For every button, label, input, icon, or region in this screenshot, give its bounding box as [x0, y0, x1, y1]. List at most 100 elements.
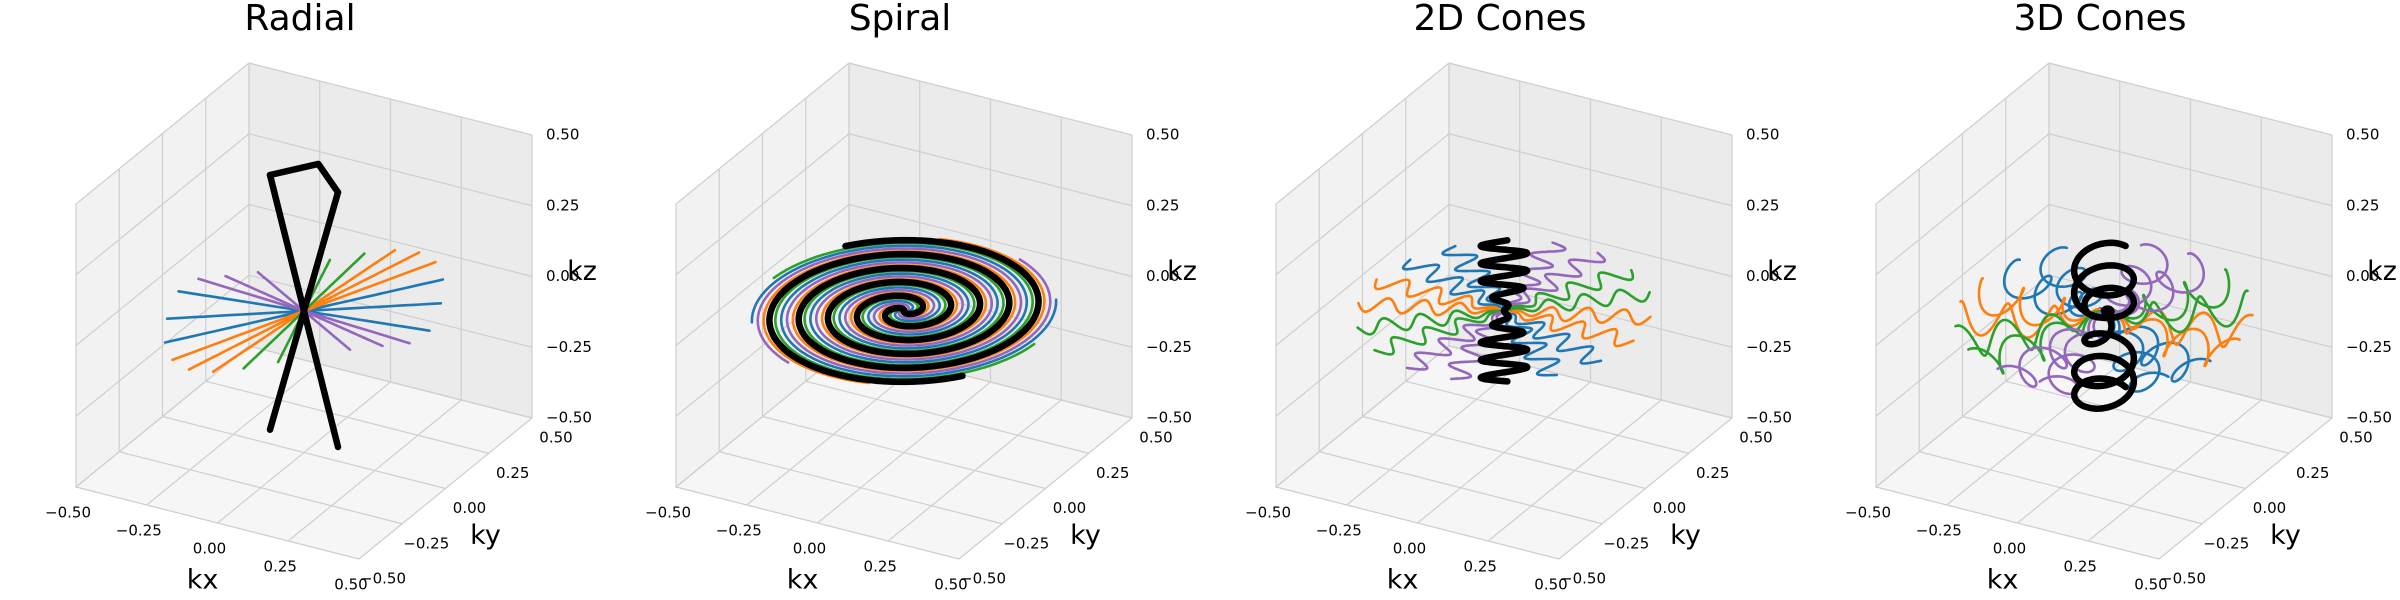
trajectory — [1357, 297, 1506, 317]
chart-title: 2D Cones — [1414, 0, 1587, 39]
y-axis-label: ky — [470, 520, 501, 551]
y-tick-label: −0.25 — [1603, 534, 1649, 552]
trajectory — [266, 171, 342, 451]
grid-line — [1275, 62, 1450, 205]
x-tick-label: −0.25 — [1316, 522, 1362, 540]
grid-line — [75, 345, 250, 488]
y-tick-label: 0.50 — [539, 429, 572, 447]
trajectory — [1502, 241, 1567, 313]
z-tick-label: −0.25 — [1146, 338, 1192, 356]
y-axis-label: ky — [2270, 520, 2301, 551]
z-tick-label: −0.25 — [1746, 338, 1792, 356]
y-tick-label: 0.00 — [453, 499, 486, 517]
grid-line — [1362, 415, 1646, 490]
trajectory — [2070, 307, 2138, 412]
grid-line — [1448, 62, 1733, 136]
z-tick-label: −0.50 — [1746, 409, 1792, 427]
x-axis-label: kx — [787, 565, 819, 596]
x-tick-label: 0.00 — [793, 540, 826, 558]
trajectory — [1477, 307, 1531, 385]
trajectory — [750, 244, 1029, 364]
grid-line — [719, 451, 1003, 525]
grid-line — [675, 133, 850, 276]
trajectory — [1502, 309, 1635, 348]
grid-line — [805, 380, 1089, 454]
x-tick-label: 0.25 — [864, 558, 897, 576]
trajectory — [1356, 309, 1506, 336]
trajectory — [2102, 309, 2212, 383]
trajectory — [1373, 278, 1506, 313]
x-tick-label: −0.25 — [716, 522, 762, 540]
trajectory — [1967, 309, 2106, 375]
z-axis-label: kz — [567, 256, 597, 287]
trajectory — [1959, 299, 2106, 339]
z-tick-label: 0.00 — [2346, 267, 2379, 285]
y-tick-label: 0.25 — [2296, 464, 2329, 482]
x-tick-label: −0.25 — [1916, 522, 1962, 540]
y-axis-label: ky — [1670, 520, 1701, 551]
grid-line — [848, 62, 1133, 136]
grid-line — [248, 133, 533, 207]
z-tick-label: 0.50 — [1746, 126, 1779, 144]
x-tick-label: 0.25 — [2064, 558, 2097, 576]
x-axis-label: kx — [1387, 565, 1419, 596]
y-tick-label: 0.00 — [1053, 499, 1086, 517]
grid-line — [119, 451, 403, 525]
z-tick-label: 0.25 — [1746, 196, 1779, 214]
grid-line — [848, 133, 1133, 207]
y-axis-label: ky — [1070, 520, 1101, 551]
z-tick-label: 0.50 — [1146, 126, 1179, 144]
x-tick-label: 0.25 — [264, 558, 297, 576]
y-tick-label: −0.50 — [2160, 570, 2206, 588]
grid-line — [248, 203, 533, 278]
grid-line — [1875, 486, 2160, 560]
x-tick-label: 0.50 — [2134, 576, 2167, 594]
z-tick-label: −0.50 — [2346, 409, 2392, 427]
z-tick-label: 0.25 — [2346, 196, 2379, 214]
grid-line — [1448, 203, 1733, 278]
z-tick-label: 0.50 — [2346, 126, 2379, 144]
y-tick-label: 0.25 — [1696, 464, 1729, 482]
grid-line — [1875, 204, 2050, 346]
z-axis-label: kz — [2367, 256, 2397, 287]
chart-title: 3D Cones — [2014, 0, 2187, 39]
trajectory — [1502, 268, 1635, 313]
trajectory — [2102, 309, 2241, 368]
grid-line — [762, 415, 1046, 490]
x-tick-label: 0.50 — [1534, 576, 1567, 594]
z-axis-label: kz — [1767, 256, 1797, 287]
grid-line — [75, 204, 250, 346]
x-tick-label: −0.50 — [1245, 504, 1291, 522]
grid-line — [2048, 274, 2333, 348]
trajectory — [1502, 305, 1652, 326]
trajectory — [1502, 309, 1603, 365]
y-tick-label: −0.25 — [2203, 534, 2249, 552]
trajectory — [1477, 237, 1531, 315]
trajectory — [756, 247, 1023, 364]
x-tick-label: −0.50 — [645, 504, 691, 522]
y-tick-label: −0.25 — [1003, 534, 1049, 552]
x-tick-label: 0.25 — [1464, 558, 1497, 576]
x-axis-label: kx — [187, 565, 219, 596]
grid-line — [675, 486, 960, 560]
trajectory — [1373, 309, 1506, 356]
z-tick-label: 0.00 — [546, 267, 579, 285]
y-tick-label: 0.00 — [2253, 499, 2286, 517]
grid-line — [75, 486, 360, 560]
trajectory — [1502, 288, 1651, 313]
z-tick-label: 0.00 — [1146, 267, 1179, 285]
trajectory — [1502, 251, 1607, 313]
x-tick-label: 0.00 — [193, 540, 226, 558]
z-axis-label: kz — [1167, 256, 1197, 287]
x-tick-label: −0.25 — [116, 522, 162, 540]
trajectory — [2102, 289, 2249, 334]
trajectory — [2102, 243, 2169, 314]
grid-line — [2048, 133, 2333, 207]
y-tick-label: −0.50 — [1560, 570, 1606, 588]
x-tick-label: 0.50 — [934, 576, 967, 594]
y-tick-label: 0.00 — [1653, 499, 1686, 517]
y-tick-label: 0.50 — [1739, 429, 1772, 447]
grid-line — [1275, 274, 1450, 417]
grid-line — [1405, 380, 1689, 454]
grid-line — [1448, 133, 1733, 207]
